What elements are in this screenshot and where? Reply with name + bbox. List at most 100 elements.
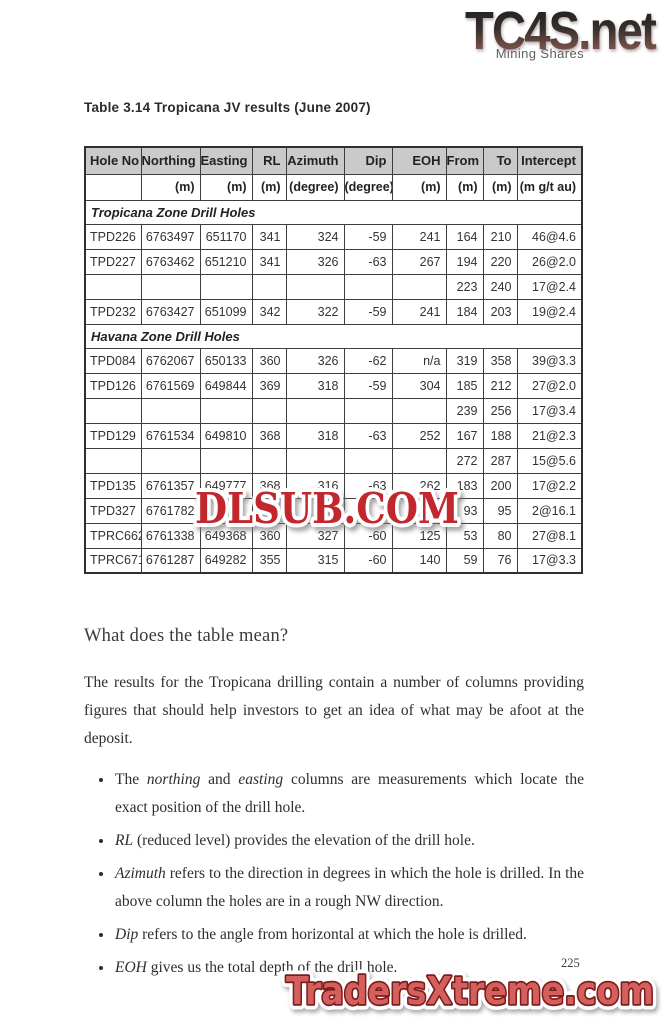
table-cell: 341 bbox=[251, 248, 287, 275]
bullet-item: Azimuth refers to the direction in degre… bbox=[114, 860, 584, 916]
table-cell bbox=[285, 273, 345, 300]
column-header: EOH bbox=[391, 146, 447, 175]
table-cell: 369 bbox=[251, 372, 287, 399]
table-cell: n/a bbox=[391, 347, 447, 374]
table-cell: 239 bbox=[445, 397, 484, 424]
table-row: TPD232 6763427 651099 342 322 -59 241 184 203 19@… bbox=[84, 298, 583, 325]
bullet-item: RL (reduced level) provides the elevatio… bbox=[114, 827, 584, 855]
bullet-item: Dip refers to the angle from horizontal … bbox=[114, 921, 584, 949]
table-cell: 6761534 bbox=[140, 422, 201, 449]
tradersxtreme-watermark-text: TradersXtreme.com bbox=[286, 969, 654, 1013]
table-row: 272 287 15@5.6 bbox=[84, 447, 583, 474]
table-cell: 80 bbox=[482, 522, 518, 549]
column-header: To bbox=[482, 146, 518, 175]
table-cell: 6761338 bbox=[140, 522, 201, 549]
unit-cell bbox=[84, 173, 142, 201]
table-cell bbox=[391, 447, 447, 474]
table-cell: 164 bbox=[445, 223, 484, 250]
unit-cell: (m) bbox=[445, 173, 484, 201]
table-cell: 256 bbox=[482, 397, 518, 424]
table-cell bbox=[285, 397, 345, 424]
table-cell bbox=[140, 447, 201, 474]
table-cell: 649844 bbox=[199, 372, 253, 399]
table-cell: 318 bbox=[285, 372, 345, 399]
section-heading: What does the table mean? bbox=[84, 626, 289, 646]
table-cell: 184 bbox=[445, 298, 484, 325]
table-cell: -62 bbox=[343, 347, 393, 374]
table-cell: 194 bbox=[445, 248, 484, 275]
table-cell: -59 bbox=[343, 372, 393, 399]
column-header: RL bbox=[251, 146, 287, 175]
table-cell: TPD126 bbox=[84, 372, 142, 399]
table-cell: 185 bbox=[445, 372, 484, 399]
column-header: Intercept bbox=[516, 146, 583, 175]
table-cell bbox=[140, 397, 201, 424]
table-cell: 324 bbox=[285, 223, 345, 250]
table-cell bbox=[343, 447, 393, 474]
table-cell: 27@8.1 bbox=[516, 522, 583, 549]
table-cell: 167 bbox=[445, 422, 484, 449]
table-cell: TPD327 bbox=[84, 497, 142, 524]
table-cell bbox=[199, 273, 253, 300]
column-header: Hole No bbox=[84, 146, 142, 175]
table-row: TPD084 6762067 650133 360 326 -62 n/a 319 358 39@… bbox=[84, 347, 583, 374]
table-cell bbox=[84, 397, 142, 424]
table-cell: 651099 bbox=[199, 298, 253, 325]
table-cell: 252 bbox=[391, 422, 447, 449]
table-row: TPRC662 6761338 649368 360 327 -60 125 53 80 27@8… bbox=[84, 522, 583, 549]
table-cell: TPD227 bbox=[84, 248, 142, 275]
table-cell: 342 bbox=[251, 298, 287, 325]
table-cell: 93 bbox=[445, 497, 484, 524]
table-cell: -59 bbox=[343, 223, 393, 250]
column-header: Dip bbox=[343, 146, 393, 175]
table-cell: 319 bbox=[445, 347, 484, 374]
table-cell: 6763462 bbox=[140, 248, 201, 275]
tradersxtreme-watermark: TradersXtreme.com TradersXtreme.com bbox=[281, 966, 660, 1018]
table-cell: 649368 bbox=[199, 522, 253, 549]
table-cell bbox=[343, 497, 393, 524]
table-cell: 651210 bbox=[199, 248, 253, 275]
table-cell: TPRC671 bbox=[84, 547, 142, 574]
table-cell bbox=[251, 273, 287, 300]
bullet-item: The northing and easting columns are mea… bbox=[114, 766, 584, 822]
bullet-list: The northing and easting columns are mea… bbox=[84, 766, 584, 982]
table-row: TPRC671 6761287 649282 355 315 -60 140 59 76 17@3… bbox=[84, 547, 583, 574]
table-cell: 318 bbox=[285, 422, 345, 449]
unit-cell: (m) bbox=[140, 173, 201, 201]
explanation-section: What does the table mean? The results fo… bbox=[84, 626, 584, 987]
table-cell: 649777 bbox=[199, 472, 253, 499]
svg-text:TradersXtreme.com: TradersXtreme.com bbox=[286, 969, 654, 1013]
table-cell: 360 bbox=[251, 347, 287, 374]
logo-text: TC4S.net bbox=[465, 2, 657, 58]
table-cell: 19@2.4 bbox=[516, 298, 583, 325]
table-cell: 212 bbox=[482, 372, 518, 399]
table-cell: 326 bbox=[285, 347, 345, 374]
table-cell bbox=[285, 447, 345, 474]
column-header: From bbox=[445, 146, 484, 175]
table-cell: TPRC662 bbox=[84, 522, 142, 549]
table-row: 239 256 17@3.4 bbox=[84, 397, 583, 424]
table-cell: 240 bbox=[482, 273, 518, 300]
table-cell: 46@4.6 bbox=[516, 223, 583, 250]
units-row: (m) (m) (m) (degree) (degree) (m) (m) (m) (m g/t… bbox=[84, 173, 583, 201]
table-cell: 355 bbox=[251, 547, 287, 574]
table-cell: 53 bbox=[445, 522, 484, 549]
table-cell: 59 bbox=[445, 547, 484, 574]
table-cell: 341 bbox=[251, 223, 287, 250]
table-cell: TPD129 bbox=[84, 422, 142, 449]
table-cell bbox=[251, 397, 287, 424]
tc4s-logo-icon: TC4S.net bbox=[465, 2, 658, 58]
table-cell: 6761287 bbox=[140, 547, 201, 574]
column-header: Northing bbox=[140, 146, 201, 175]
table-cell: TPD232 bbox=[84, 298, 142, 325]
table-title: Table 3.14 Tropicana JV results (June 20… bbox=[84, 100, 371, 115]
table-cell: 650133 bbox=[199, 347, 253, 374]
results-table: Hole No Northing Easting RL Azimuth Dip EOH Fro… bbox=[84, 146, 583, 574]
column-header: Azimuth bbox=[285, 146, 345, 175]
intro-paragraph: The results for the Tropicana drilling c… bbox=[84, 674, 584, 747]
table-row: TPD126 6761569 649844 369 318 -59 304 185 212 27@… bbox=[84, 372, 583, 399]
unit-cell: (m) bbox=[251, 173, 287, 201]
unit-cell: (m g/t au) bbox=[516, 173, 583, 201]
table-cell: 368 bbox=[251, 422, 287, 449]
table-cell: 322 bbox=[285, 298, 345, 325]
